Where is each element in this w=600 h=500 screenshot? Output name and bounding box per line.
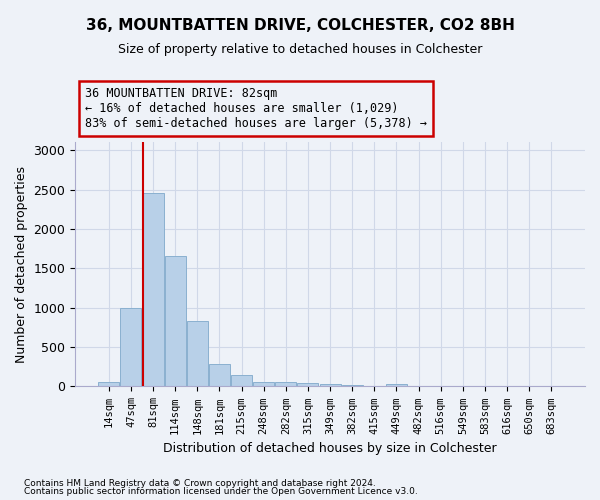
- Bar: [341, 385, 363, 386]
- Bar: [231, 376, 252, 386]
- Bar: [164, 256, 186, 386]
- Text: 36, MOUNTBATTEN DRIVE, COLCHESTER, CO2 8BH: 36, MOUNTBATTEN DRIVE, COLCHESTER, CO2 8…: [86, 18, 514, 32]
- Y-axis label: Number of detached properties: Number of detached properties: [15, 166, 28, 363]
- Bar: [275, 382, 296, 386]
- Text: 36 MOUNTBATTEN DRIVE: 82sqm
← 16% of detached houses are smaller (1,029)
83% of : 36 MOUNTBATTEN DRIVE: 82sqm ← 16% of det…: [85, 87, 427, 130]
- Text: Size of property relative to detached houses in Colchester: Size of property relative to detached ho…: [118, 42, 482, 56]
- Bar: [253, 382, 274, 386]
- Bar: [121, 308, 142, 386]
- X-axis label: Distribution of detached houses by size in Colchester: Distribution of detached houses by size …: [163, 442, 497, 455]
- Bar: [98, 382, 119, 386]
- Bar: [209, 364, 230, 386]
- Bar: [298, 384, 319, 386]
- Text: Contains HM Land Registry data © Crown copyright and database right 2024.: Contains HM Land Registry data © Crown c…: [24, 478, 376, 488]
- Bar: [386, 384, 407, 386]
- Bar: [320, 384, 341, 386]
- Bar: [187, 321, 208, 386]
- Bar: [143, 192, 164, 386]
- Text: Contains public sector information licensed under the Open Government Licence v3: Contains public sector information licen…: [24, 487, 418, 496]
